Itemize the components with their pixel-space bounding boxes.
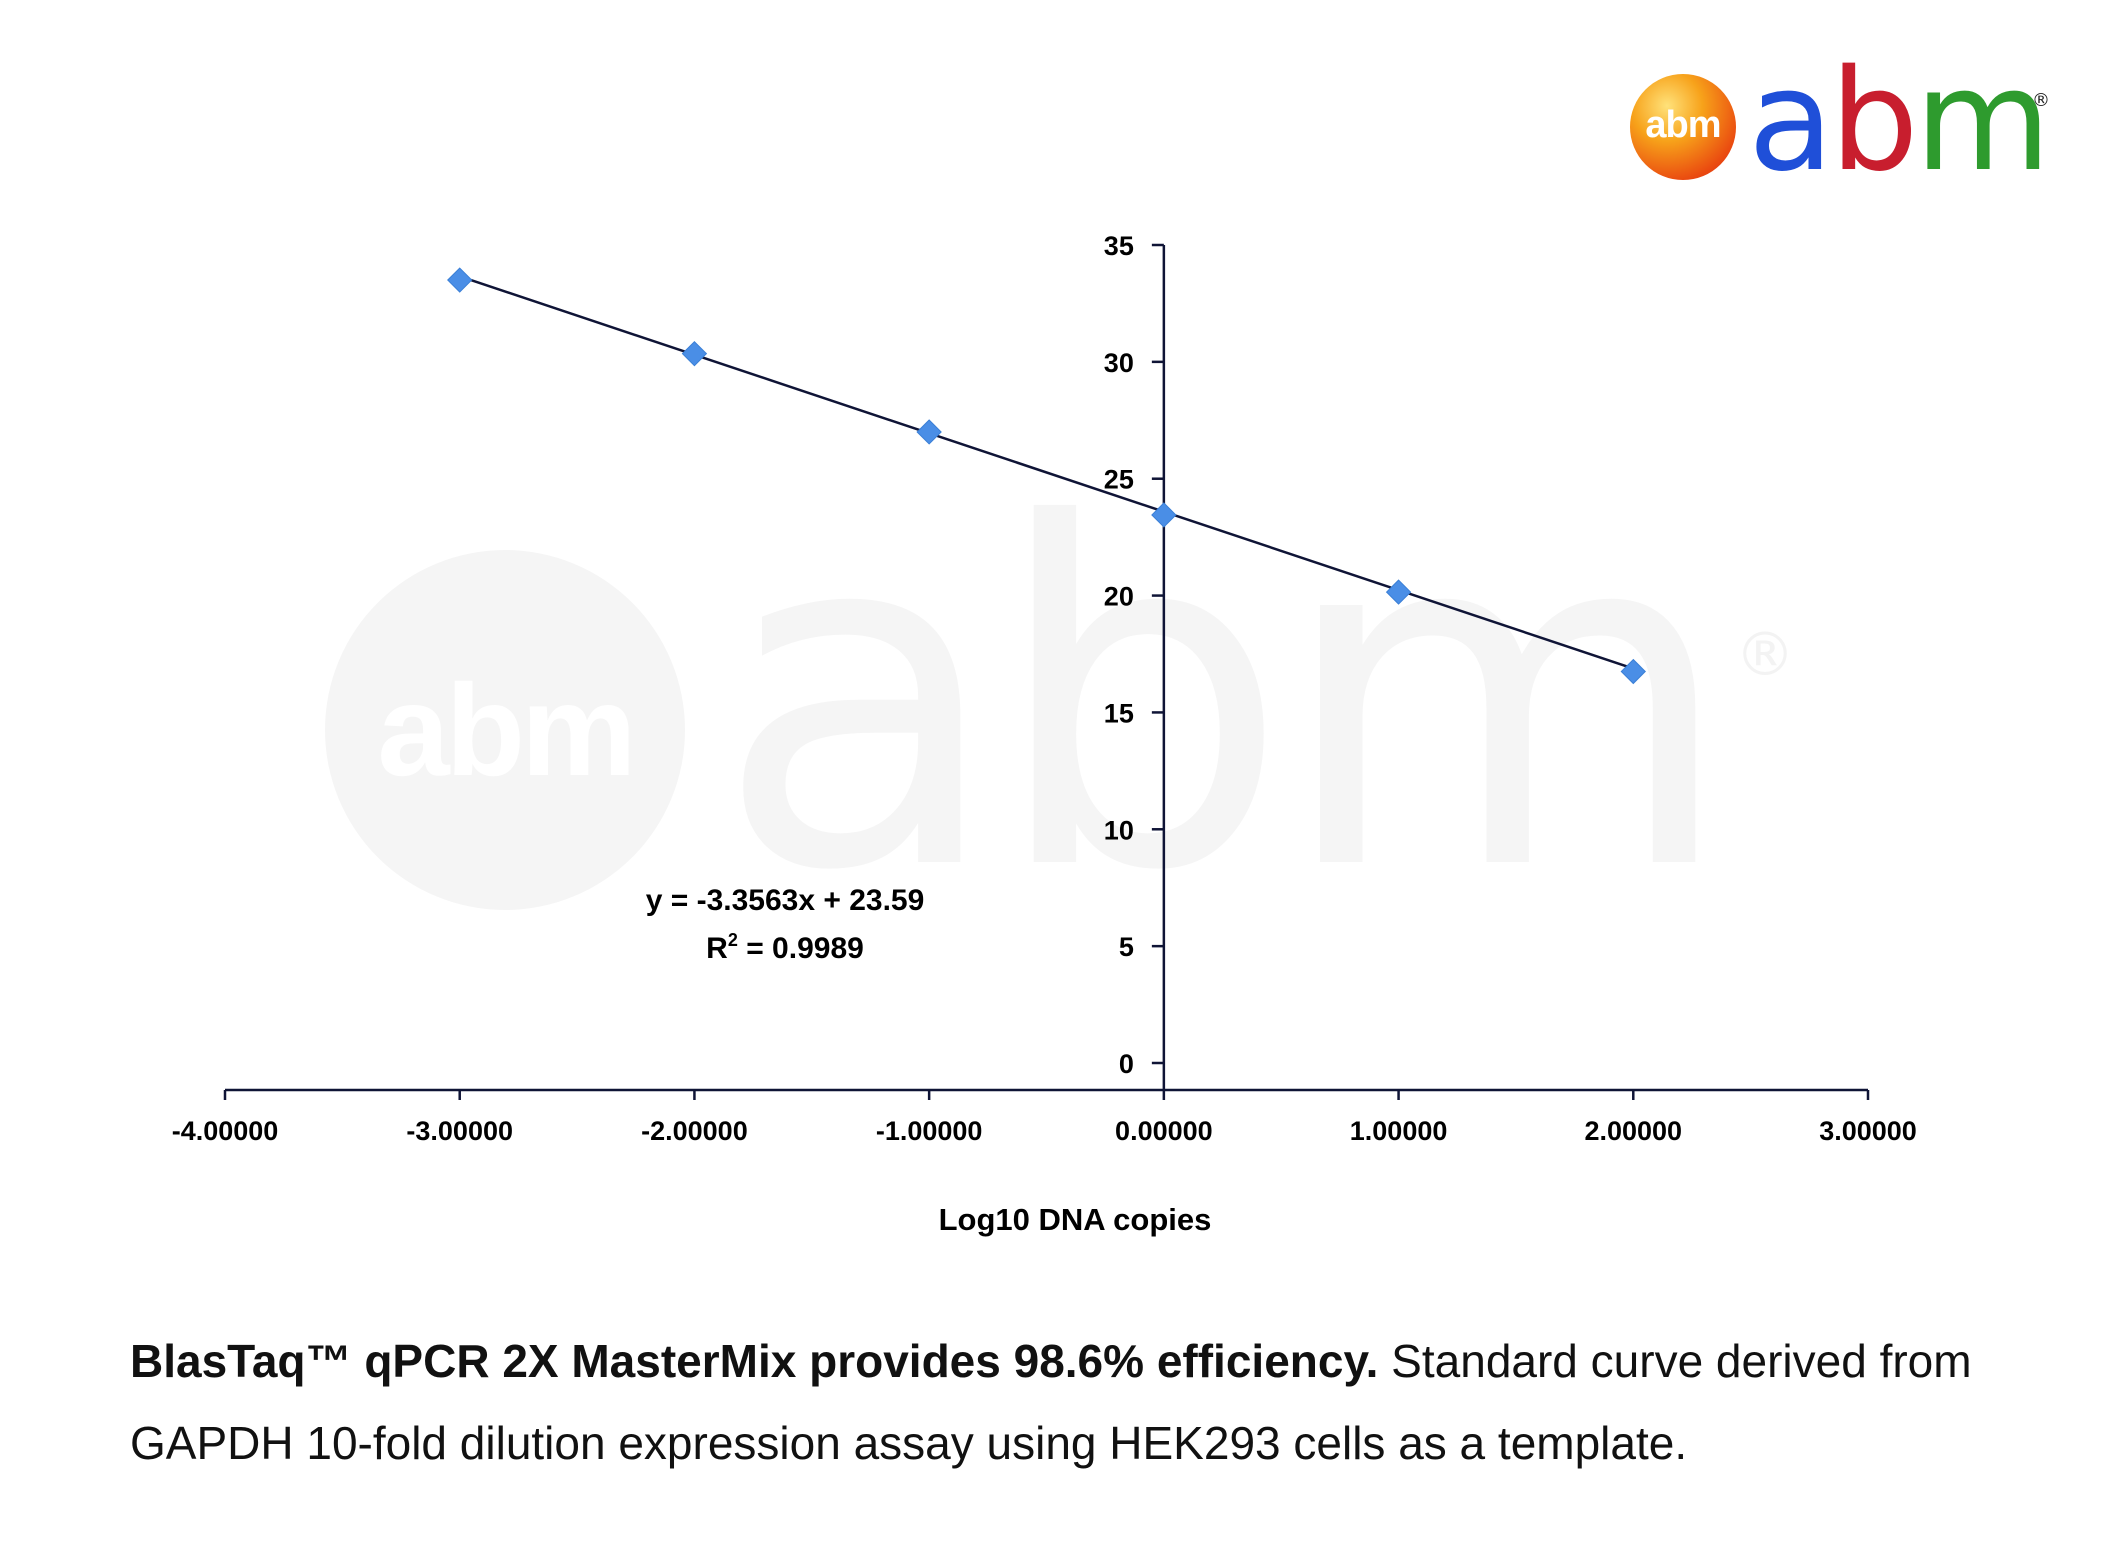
data-point [1151,502,1177,528]
logo-wordmark: abm [1748,40,2051,203]
abm-logo: abm abm ® [1630,42,2051,202]
logo-letter-m: m [1914,40,2051,203]
x-tick-label: 2.00000 [1584,1116,1682,1146]
axes [223,243,1870,1100]
y-tick-label: 5 [1119,932,1134,962]
x-tick-label: -3.00000 [406,1116,513,1146]
caption-bold: BlasTaq™ qPCR 2X MasterMix provides 98.6… [130,1335,1379,1387]
logo-letter-b: b [1829,40,1919,203]
logo-letter-a: a [1748,40,1834,203]
r-squared-value: = 0.9989 [738,932,864,965]
trendline-layer [459,275,1634,670]
data-points [447,267,1646,685]
r-squared-prefix: R [706,932,728,965]
x-tick-label: 3.00000 [1819,1116,1917,1146]
y-tick-label: 25 [1104,465,1134,495]
caption-text: Standard curve derived from GAPDH 10-fol… [130,1335,1972,1469]
y-tick-label: 15 [1104,698,1134,728]
data-point [1385,579,1412,605]
x-tick-label: -4.00000 [172,1116,279,1146]
y-tick-label: 10 [1104,815,1134,845]
x-tick-label: 1.00000 [1350,1116,1448,1146]
r-squared-superscript: 2 [728,930,738,950]
x-tick-label: -1.00000 [876,1116,983,1146]
data-point [681,340,708,367]
y-tick-label: 20 [1104,582,1134,612]
data-point [447,267,473,293]
data-point [1620,658,1646,685]
trendline-equation: y = -3.3563x + 23.59 [646,884,925,917]
data-point [916,419,942,445]
figure-caption: BlasTaq™ qPCR 2X MasterMix provides 98.6… [130,1320,2010,1484]
x-tick-label: -2.00000 [641,1116,748,1146]
logo-ball-text: abm [1645,104,1721,146]
y-tick-label: 35 [1104,231,1134,261]
y-tick-label: 30 [1104,348,1134,378]
x-axis-title: Log10 DNA copies [939,1202,1212,1237]
logo-registered-mark: ® [2032,90,2050,111]
r-squared-label: R2 = 0.9989 [706,930,864,965]
x-tick-label: 0.00000 [1115,1116,1213,1146]
logo-ball-icon [1630,74,1736,180]
y-tick-label: 0 [1119,1049,1134,1079]
axis-labels: -4.00000 -3.00000 -2.00000 -1.00000 0.00000 1… [172,231,1917,1146]
trendline [459,275,1634,670]
